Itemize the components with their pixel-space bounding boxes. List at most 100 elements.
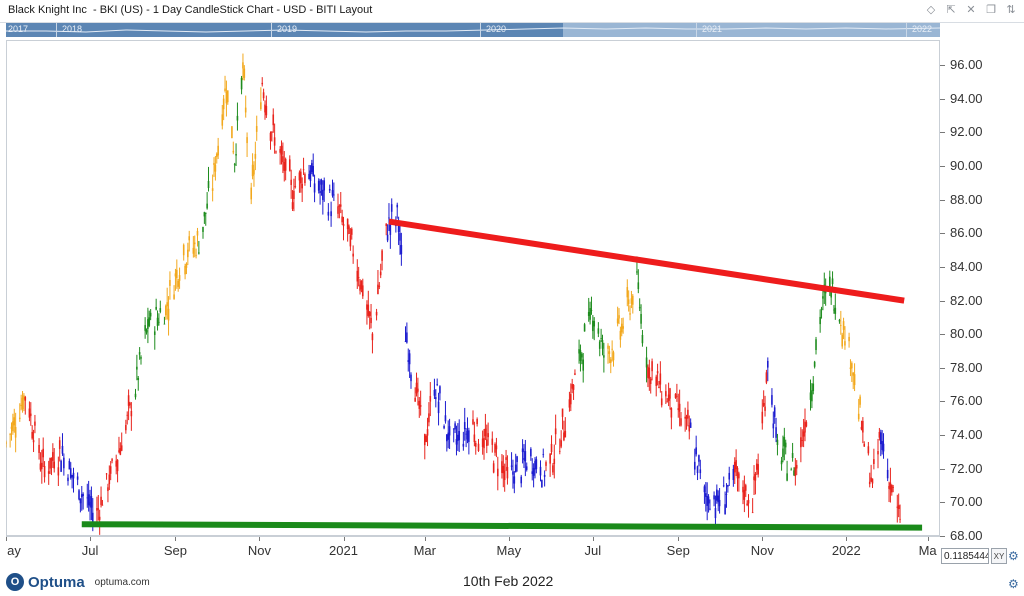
candle-body (261, 82, 264, 85)
chart-settings-icon[interactable]: ⚙ (1008, 577, 1019, 591)
candle-body (368, 311, 371, 316)
restore-icon[interactable]: ❐ (986, 4, 996, 16)
candle-body (458, 431, 461, 441)
candle-body (674, 393, 677, 398)
candle-body (50, 458, 53, 461)
candle-body (649, 378, 652, 384)
candle-body (68, 460, 71, 470)
trendline-layer (81, 218, 923, 531)
candle-body (136, 366, 138, 370)
candle-body (534, 461, 536, 470)
candle-body (655, 376, 658, 386)
candle-body (873, 459, 875, 465)
candle-body (279, 149, 281, 153)
axis-settings-icon[interactable]: ⚙ (1008, 549, 1019, 563)
candle-body (127, 395, 130, 406)
candle-body (243, 68, 246, 78)
resistance-trendline[interactable] (388, 218, 905, 304)
xy-toggle-button[interactable]: XY (991, 548, 1007, 564)
candle-body (793, 470, 795, 476)
candle-body (473, 434, 476, 443)
candle-body (86, 497, 89, 499)
candle-body (275, 151, 277, 153)
candle-body (231, 126, 233, 139)
candle-body (288, 159, 291, 171)
candle-body (406, 332, 408, 343)
candle-body (78, 490, 80, 500)
candle-body (418, 400, 421, 409)
candle-body (187, 249, 189, 258)
candle-body (116, 459, 119, 472)
candle-body (899, 518, 901, 520)
candle-body (280, 145, 283, 155)
navigator-selection[interactable] (563, 23, 940, 37)
candle-body (630, 298, 633, 304)
candle-body (109, 466, 112, 474)
candle-body (235, 154, 237, 156)
date-axis-tick (90, 537, 92, 541)
candle-body (293, 190, 295, 200)
price-axis-tick (940, 536, 945, 537)
candle-body (38, 444, 40, 453)
candle-body (578, 349, 580, 354)
candle-body (695, 447, 697, 455)
candle-body (833, 309, 835, 311)
candle-body (757, 464, 759, 475)
candle-body (802, 431, 805, 437)
candle-body (346, 218, 349, 230)
date-axis-tick (508, 537, 510, 541)
scroll-icon[interactable]: ⇅ (1006, 4, 1016, 16)
candle-body (213, 162, 215, 165)
candle-body (622, 326, 624, 329)
candle-body (284, 159, 287, 171)
price-axis[interactable]: 68.00 70.00 72.00 74.00 76.00 78.00 80.00 82.00… (940, 40, 1024, 543)
candle-body (156, 317, 159, 326)
candle-body (477, 443, 480, 451)
candle-body (474, 442, 477, 447)
price-axis-tick (940, 199, 945, 201)
candle-body (198, 252, 200, 254)
candle-body (435, 397, 437, 400)
candle-body (703, 486, 706, 493)
navigator-separator (906, 23, 907, 37)
pin-icon[interactable]: ⇱ (946, 4, 956, 16)
candle-body (521, 448, 524, 453)
price-chart[interactable] (6, 40, 940, 536)
date-axis[interactable]: ay Jul Sep Nov 2021 Mar May Jul Sep Nov 2022 Ma (6, 536, 940, 567)
candle-body (338, 205, 341, 207)
candle-body (543, 474, 546, 477)
candle-body (29, 413, 32, 416)
candle-body (242, 62, 244, 69)
candle-body (751, 512, 754, 514)
candle-body (791, 453, 794, 458)
date-axis-label: May (496, 543, 522, 558)
candle-body (407, 360, 410, 362)
date-axis-tick (259, 537, 261, 541)
candle-body (254, 153, 257, 159)
candle-body (166, 302, 168, 307)
candle-body (400, 245, 403, 255)
diamond-icon[interactable]: ◇ (926, 4, 936, 16)
timeline-navigator[interactable]: 2017 2018 2019 2020 2021 2022 (6, 23, 940, 37)
brand-url[interactable]: optuma.com (94, 576, 150, 588)
candle-body (564, 430, 567, 438)
candle-body (820, 308, 823, 310)
candle-body (660, 398, 663, 406)
candle-body (419, 405, 422, 407)
candle-body (583, 324, 586, 332)
candle-body (433, 389, 436, 396)
candle-body (465, 433, 467, 435)
date-axis-tick (762, 537, 764, 541)
close-icon[interactable]: ✕ (966, 4, 976, 16)
candle-body (754, 473, 757, 481)
candle-body (505, 457, 507, 460)
candle-body (323, 180, 326, 191)
support-trendline[interactable] (81, 521, 923, 531)
brand: O Optuma optuma.com (6, 573, 150, 591)
candle-body (72, 472, 75, 479)
candle-body (897, 505, 900, 509)
price-axis-label: 92.00 (950, 124, 983, 140)
candle-body (795, 464, 798, 469)
candle-body (530, 448, 532, 457)
candle-body (67, 477, 69, 482)
